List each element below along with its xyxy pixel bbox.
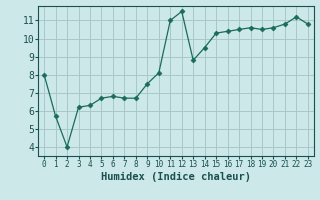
- X-axis label: Humidex (Indice chaleur): Humidex (Indice chaleur): [101, 172, 251, 182]
